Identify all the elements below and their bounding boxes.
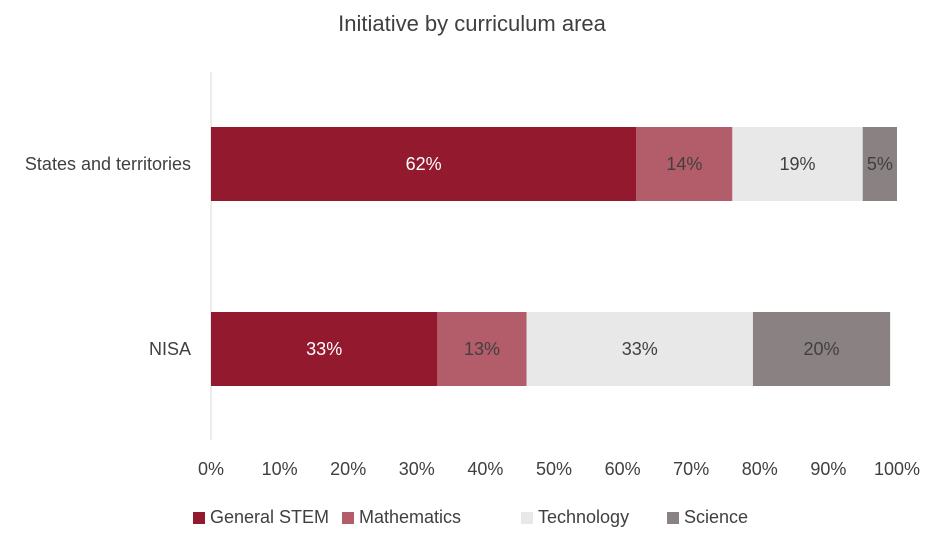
data-label-technology-states-and-territories: 19% bbox=[780, 154, 816, 174]
bar-general-stem-nisa bbox=[211, 312, 438, 386]
x-tick-label: 0% bbox=[198, 459, 224, 479]
x-tick-label: 80% bbox=[742, 459, 778, 479]
category-label-nisa: NISA bbox=[149, 339, 191, 359]
x-tick-label: 50% bbox=[536, 459, 572, 479]
legend-swatch-mathematics bbox=[342, 512, 354, 524]
data-label-general-stem-nisa: 33% bbox=[306, 339, 342, 359]
x-tick-label: 100% bbox=[874, 459, 920, 479]
x-tick-label: 20% bbox=[330, 459, 366, 479]
legend-label-mathematics: Mathematics bbox=[359, 507, 461, 527]
bar-technology-nisa bbox=[526, 312, 753, 386]
x-axis-tick-labels: 0% 10% 20% 30% 40% 50% 60% 70% 80% 90% 100% bbox=[198, 459, 920, 479]
chart-title: Initiative by curriculum area bbox=[338, 11, 607, 36]
data-labels-group: 62% 14% 19% 5% 33% 13% 33% 20% bbox=[306, 154, 893, 359]
data-label-general-stem-states-and-territories: 62% bbox=[406, 154, 442, 174]
legend: General STEM Mathematics Technology Science bbox=[193, 507, 748, 527]
category-labels: States and territories NISA bbox=[25, 154, 191, 359]
data-label-science-nisa: 20% bbox=[804, 339, 840, 359]
bar-science-nisa bbox=[752, 312, 891, 386]
x-tick-label: 10% bbox=[262, 459, 298, 479]
legend-label-technology: Technology bbox=[538, 507, 629, 527]
legend-swatch-science bbox=[667, 512, 679, 524]
legend-label-general-stem: General STEM bbox=[210, 507, 329, 527]
data-label-technology-nisa: 33% bbox=[622, 339, 658, 359]
data-label-mathematics-states-and-territories: 14% bbox=[666, 154, 702, 174]
x-tick-label: 70% bbox=[673, 459, 709, 479]
legend-swatch-general-stem bbox=[193, 512, 205, 524]
legend-swatch-technology bbox=[521, 512, 533, 524]
legend-label-science: Science bbox=[684, 507, 748, 527]
data-label-mathematics-nisa: 13% bbox=[464, 339, 500, 359]
bar-general-stem-states-and-territories bbox=[211, 127, 637, 201]
x-tick-label: 30% bbox=[399, 459, 435, 479]
category-label-states-and-territories: States and territories bbox=[25, 154, 191, 174]
bar-science-states-and-territories bbox=[862, 127, 897, 201]
data-label-science-states-and-territories: 5% bbox=[867, 154, 893, 174]
bar-technology-states-and-territories bbox=[732, 127, 863, 201]
x-tick-label: 60% bbox=[605, 459, 641, 479]
x-tick-label: 90% bbox=[810, 459, 846, 479]
bar-mathematics-states-and-territories bbox=[636, 127, 733, 201]
bars-group bbox=[211, 127, 897, 386]
bar-mathematics-nisa bbox=[437, 312, 527, 386]
x-tick-label: 40% bbox=[467, 459, 503, 479]
